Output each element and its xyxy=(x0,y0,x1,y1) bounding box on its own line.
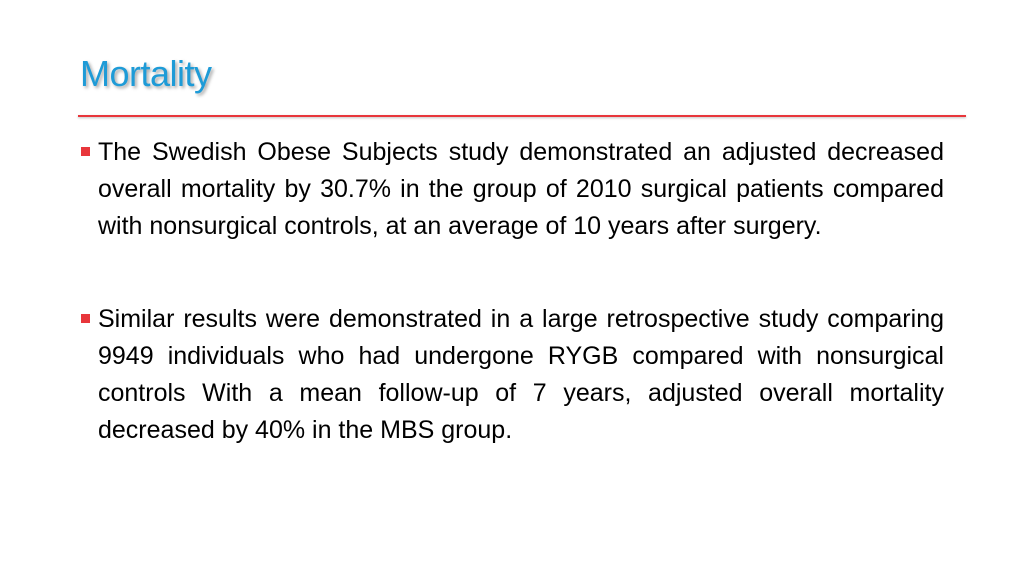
slide-title: Mortality xyxy=(80,53,212,94)
square-bullet-icon xyxy=(81,147,90,156)
square-bullet-icon xyxy=(81,314,90,323)
title-underline-divider xyxy=(78,115,966,117)
bullet-item-1: The Swedish Obese Subjects study demonst… xyxy=(78,134,944,245)
bullet-text: The Swedish Obese Subjects study demonst… xyxy=(98,138,944,240)
bullet-list: The Swedish Obese Subjects study demonst… xyxy=(78,134,944,505)
bullet-item-2: Similar results were demonstrated in a l… xyxy=(78,301,944,449)
bullet-text: Similar results were demonstrated in a l… xyxy=(98,305,944,444)
